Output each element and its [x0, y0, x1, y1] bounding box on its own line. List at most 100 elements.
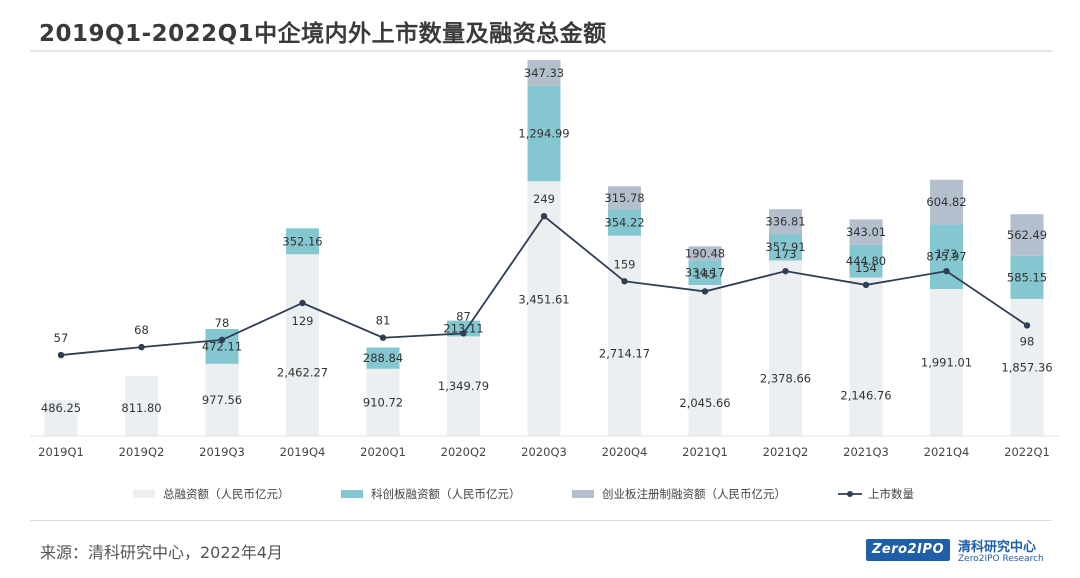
point-listing-count-2019Q1 [57, 351, 65, 359]
bar-total-2019Q3 [205, 363, 239, 436]
data-label-total: 2,378.66 [760, 371, 811, 385]
bar-star-2020Q3 [527, 85, 561, 182]
bar-star-2022Q1 [1010, 255, 1044, 299]
title-divider [30, 50, 1052, 52]
zero2ipo-logo: Zero2IPO 清科研究中心 Zero2IPO Research [866, 536, 1051, 568]
x-tick-label: 2020Q2 [441, 445, 487, 459]
data-label-count: 78 [215, 316, 230, 330]
chart-title: 2019Q1-2022Q1中企境内外上市数量及融资总金额 [39, 21, 607, 47]
line-layer [57, 212, 1031, 359]
data-label-total: 2,462.27 [277, 365, 328, 379]
data-label-chinext: 315.78 [604, 191, 644, 205]
source-note: 来源：清科研究中心，2022年4月 [40, 543, 283, 562]
data-label-chinext: 336.81 [765, 215, 805, 229]
data-label-star: 288.84 [363, 351, 403, 365]
footer-divider [30, 520, 1052, 521]
bar-chinext-2020Q3 [527, 60, 561, 86]
data-label-count: 129 [292, 314, 314, 328]
point-listing-count-2020Q3 [540, 212, 548, 220]
data-label-chinext: 343.01 [846, 225, 886, 239]
bar-chinext-2021Q3 [849, 219, 883, 245]
x-tick-label: 2021Q4 [924, 445, 970, 459]
legend-swatch-1 [341, 490, 363, 498]
bar-star-2020Q1 [366, 347, 400, 369]
bar-total-2020Q3 [527, 181, 561, 436]
legend: 总融资额（人民币亿元） 科创板融资额（人民币亿元） 创业板注册制融资额（人民币亿元）… [133, 487, 914, 501]
stacked-bar-line-chart: 486.25 811.80 977.56 472.11 2,462.27 352.16 91… [30, 60, 1060, 501]
x-tick-label: 2019Q3 [199, 445, 245, 459]
point-listing-count-2019Q4 [299, 299, 306, 307]
bar-total-2020Q1 [366, 368, 400, 436]
point-listing-count-2019Q3 [218, 336, 226, 344]
data-label-count: 87 [456, 309, 471, 323]
point-listing-count-2021Q2 [782, 267, 789, 275]
data-label-count: 173 [936, 247, 958, 261]
bar-total-2022Q1 [1010, 298, 1044, 436]
x-tick-label: 2022Q1 [1004, 445, 1050, 459]
legend-label-3: 上市数量 [868, 487, 914, 501]
point-listing-count-2020Q1 [379, 334, 387, 341]
x-tick-label: 2021Q3 [843, 445, 889, 459]
data-label-count: 57 [54, 331, 69, 345]
data-label-star: 875.97 [926, 250, 966, 264]
data-label-count: 145 [694, 267, 716, 281]
data-label-count: 154 [855, 261, 877, 275]
data-label-total: 977.56 [202, 393, 242, 407]
data-label-count: 81 [376, 314, 391, 328]
bar-total-2021Q3 [849, 277, 883, 436]
x-tick-label: 2019Q2 [119, 445, 165, 459]
x-axis-ticks: 2019Q1 2019Q2 2019Q3 2019Q4 2020Q1 2020Q2 2020… [38, 445, 1050, 459]
bar-star-2021Q1 [688, 260, 722, 286]
logo-chinese-name: 清科研究中心 [958, 540, 1037, 555]
bar-total-2021Q1 [688, 285, 722, 436]
x-tick-label: 2021Q1 [682, 445, 728, 459]
legend-label-0: 总融资额（人民币亿元） [163, 487, 290, 501]
label-layer: 486.25 811.80 977.56 472.11 2,462.27 352.16 91… [41, 66, 1053, 415]
data-label-total: 2,146.76 [840, 389, 891, 403]
x-tick-label: 2019Q1 [38, 445, 84, 459]
bar-total-2020Q2 [447, 336, 480, 436]
logo-box: Zero2IPO [866, 539, 950, 561]
legend-swatch-0 [133, 490, 155, 498]
data-label-star: 354.22 [604, 216, 644, 230]
legend-swatch-2 [572, 490, 594, 498]
bar-star-2020Q4 [608, 209, 641, 236]
legend-label-1: 科创板融资额（人民币亿元） [371, 487, 521, 501]
bar-layer [44, 60, 1044, 436]
data-label-total: 1,349.79 [438, 379, 489, 393]
data-label-star: 334.17 [685, 266, 725, 280]
data-label-star: 352.16 [282, 234, 322, 248]
data-label-chinext: 604.82 [926, 195, 966, 209]
data-label-star: 1,294.99 [518, 126, 569, 140]
data-label-count: 173 [775, 247, 797, 261]
x-tick-label: 2020Q3 [521, 445, 567, 459]
point-listing-count-2019Q2 [138, 343, 145, 351]
bar-star-2021Q2 [769, 234, 802, 261]
bar-chinext-2020Q4 [608, 186, 641, 210]
point-listing-count-2021Q4 [943, 267, 950, 275]
data-label-star: 444.80 [846, 254, 886, 268]
data-label-chinext: 190.48 [685, 246, 725, 260]
data-label-total: 910.72 [363, 395, 403, 409]
data-label-count: 98 [1020, 334, 1035, 348]
point-listing-count-2022Q1 [1023, 322, 1031, 329]
data-label-total: 2,045.66 [679, 396, 730, 410]
bar-total-2021Q4 [930, 289, 963, 436]
data-label-star: 357.91 [765, 240, 805, 254]
bar-star-2019Q4 [286, 228, 319, 255]
data-label-star: 585.15 [1007, 270, 1047, 284]
data-label-count: 249 [533, 192, 555, 206]
bar-star-2020Q2 [447, 320, 480, 337]
x-tick-label: 2020Q4 [602, 445, 648, 459]
data-label-star: 213.11 [443, 322, 483, 336]
bar-chinext-2022Q1 [1010, 214, 1044, 256]
legend-label-2: 创业板注册制融资额（人民币亿元） [602, 487, 786, 501]
data-label-total: 486.25 [41, 401, 81, 415]
logo-english-name: Zero2IPO Research [958, 554, 1044, 564]
data-label-total: 1,991.01 [921, 356, 972, 370]
bar-star-2021Q3 [849, 244, 883, 278]
point-listing-count-2020Q2 [460, 330, 467, 337]
data-label-total: 2,714.17 [599, 347, 650, 361]
data-label-total: 3,451.61 [518, 292, 569, 306]
data-label-total: 1,857.36 [1001, 360, 1052, 374]
